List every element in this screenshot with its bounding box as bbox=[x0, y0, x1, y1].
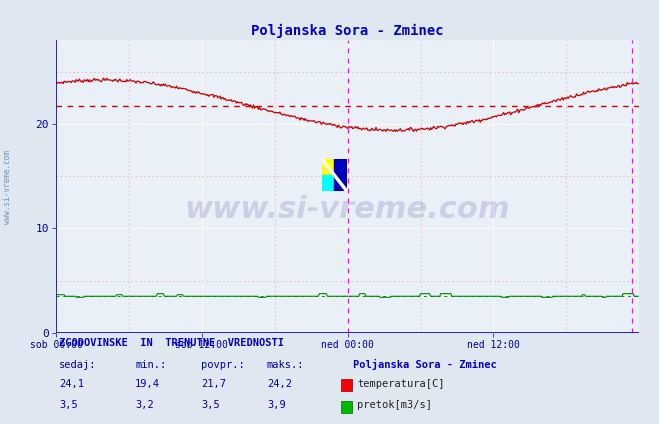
Text: maks.:: maks.: bbox=[267, 360, 304, 370]
Text: 19,4: 19,4 bbox=[135, 379, 160, 389]
Title: Poljanska Sora - Zminec: Poljanska Sora - Zminec bbox=[251, 24, 444, 38]
Text: www.si-vreme.com: www.si-vreme.com bbox=[3, 150, 13, 223]
Text: 3,5: 3,5 bbox=[201, 400, 219, 410]
Bar bbox=[322, 159, 334, 175]
Text: www.si-vreme.com: www.si-vreme.com bbox=[185, 195, 511, 224]
Text: 24,1: 24,1 bbox=[59, 379, 84, 389]
Text: povpr.:: povpr.: bbox=[201, 360, 244, 370]
Text: 24,2: 24,2 bbox=[267, 379, 292, 389]
Text: 21,7: 21,7 bbox=[201, 379, 226, 389]
Text: min.:: min.: bbox=[135, 360, 166, 370]
Text: pretok[m3/s]: pretok[m3/s] bbox=[357, 400, 432, 410]
Text: 3,5: 3,5 bbox=[59, 400, 78, 410]
Text: temperatura[C]: temperatura[C] bbox=[357, 379, 445, 389]
Text: sedaj:: sedaj: bbox=[59, 360, 97, 370]
Text: 3,2: 3,2 bbox=[135, 400, 154, 410]
Text: 3,9: 3,9 bbox=[267, 400, 285, 410]
Bar bbox=[322, 175, 334, 191]
Text: Poljanska Sora - Zminec: Poljanska Sora - Zminec bbox=[353, 359, 496, 370]
Text: ZGODOVINSKE  IN  TRENUTNE  VREDNOSTI: ZGODOVINSKE IN TRENUTNE VREDNOSTI bbox=[59, 338, 284, 348]
Bar bbox=[334, 159, 347, 191]
